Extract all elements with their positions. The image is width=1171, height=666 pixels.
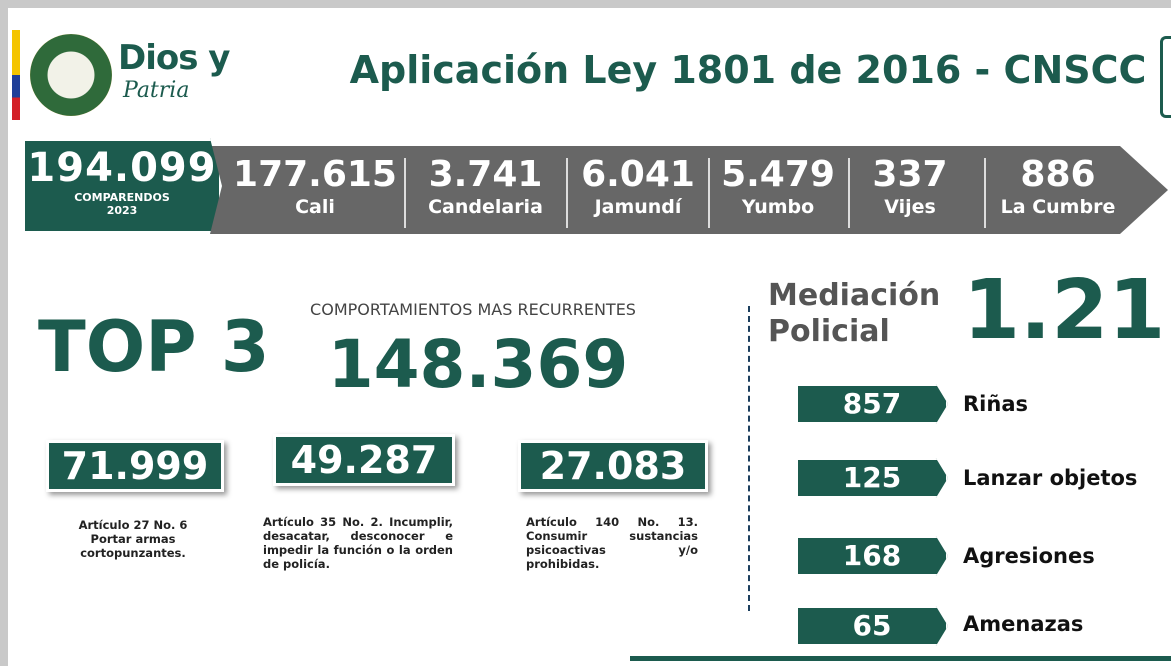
muni-name: Candelaria	[428, 196, 543, 218]
logo-text: Dios y	[118, 38, 230, 78]
item-description: Artículo 140 No. 13. Consumir sustancias…	[526, 515, 698, 571]
flag-stripe	[12, 30, 20, 120]
total-label: COMPARENDOS	[74, 191, 170, 204]
top3-title: TOP 3	[38, 306, 270, 388]
logo-script: Patria	[123, 78, 190, 103]
separator	[848, 158, 850, 228]
item-value: 27.083	[518, 440, 708, 492]
corner-box	[1160, 36, 1171, 118]
mediation-value: 125	[796, 458, 948, 498]
item-description: Artículo 27 No. 6 Portar armas cortopunz…	[78, 518, 188, 560]
muni-value: 886	[1020, 154, 1096, 195]
muni-name: Vijes	[884, 196, 936, 218]
mediation-label: Agresiones	[963, 544, 1095, 568]
mediation-label: Riñas	[963, 392, 1028, 416]
total-year: 2023	[106, 204, 138, 217]
separator	[984, 158, 986, 228]
item-value: 49.287	[273, 434, 455, 486]
divider	[748, 306, 750, 611]
muni-value: 6.041	[581, 154, 695, 195]
top3-subtitle: COMPORTAMIENTOS MAS RECURRENTES	[310, 300, 636, 319]
muni-value: 3.741	[428, 154, 543, 195]
municipality: 886 La Cumbre	[988, 154, 1128, 218]
separator	[566, 158, 568, 228]
emblem	[30, 34, 112, 116]
municipality: 5.479 Yumbo	[710, 154, 846, 218]
muni-name: Cali	[295, 196, 335, 218]
muni-value: 177.615	[233, 154, 397, 195]
mediation-label: Amenazas	[963, 612, 1084, 636]
municipality: 6.041 Jamundí	[570, 154, 706, 218]
item-value: 71.999	[46, 440, 224, 492]
separator	[404, 158, 406, 228]
mediation-value: 857	[796, 384, 948, 424]
mediation-total: 1.215	[963, 263, 1171, 358]
muni-name: Jamundí	[594, 196, 682, 218]
municipality: 177.615 Cali	[230, 154, 400, 218]
municipality: 337 Vijes	[850, 154, 970, 218]
muni-value: 337	[872, 154, 948, 195]
total-box: 194.099 COMPARENDOS 2023	[22, 138, 222, 234]
muni-name: La Cumbre	[1000, 196, 1116, 218]
muni-value: 5.479	[721, 154, 835, 195]
total-value: 194.099	[27, 145, 217, 191]
title: Aplicación Ley 1801 de 2016 - CNSCC	[349, 48, 1147, 92]
mediation-value: 65	[796, 606, 948, 646]
bottom-line	[630, 656, 1171, 661]
top3-total: 148.369	[327, 326, 629, 403]
mediation-value: 168	[796, 536, 948, 576]
item-description: Artículo 35 No. 2. Incumplir, desacatar,…	[263, 515, 453, 571]
mediation-label: Lanzar objetos	[963, 466, 1138, 490]
mediation-title: Mediación Policial	[768, 278, 941, 349]
muni-name: Yumbo	[741, 196, 815, 218]
municipality: 3.741 Candelaria	[408, 154, 563, 218]
separator	[708, 158, 710, 228]
banner	[208, 146, 1168, 234]
